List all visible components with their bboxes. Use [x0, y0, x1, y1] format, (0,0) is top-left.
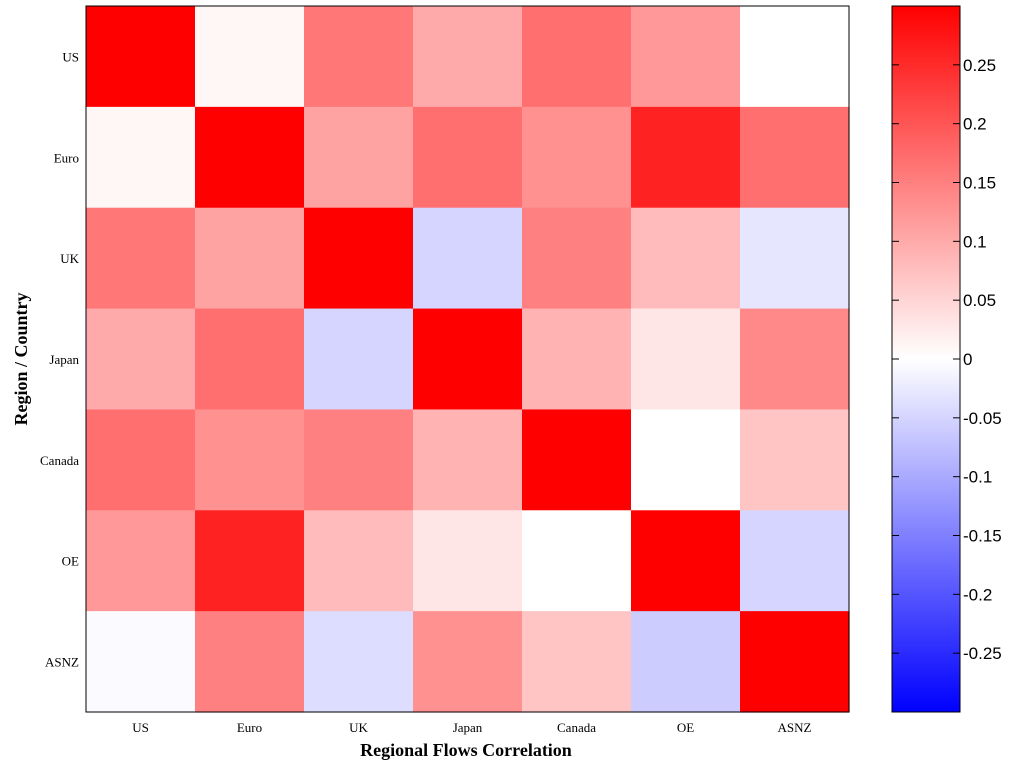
colorbar-tick-label: -0.25: [963, 644, 1002, 663]
heatmap-cell-oe-euro: [195, 510, 305, 612]
heatmap-cell-us-oe: [631, 6, 741, 108]
y-tick-label: OE: [62, 554, 79, 569]
heatmap-cell-canada-euro: [195, 409, 305, 511]
heatmap-cell-us-uk: [304, 6, 414, 108]
heatmap-cell-euro-uk: [304, 106, 414, 209]
heatmap-cell-asnz-euro: [195, 611, 305, 713]
colorbar-tick-label: -0.05: [963, 409, 1002, 428]
colorbar-ticks: 0.25 0.2 0.15 0.1 0.05 0 -0.05 -0.1 -0.15 -0.2 -0.…: [892, 56, 1002, 663]
colorbar-tick-label: 0.1: [963, 232, 987, 251]
colorbar-tick-label: 0.15: [963, 174, 996, 193]
colorbar: [891, 5, 961, 713]
heatmap-cell-uk-uk: [304, 207, 414, 310]
y-tick-labels: US Euro UK Japan Canada OE ASNZ: [40, 49, 80, 669]
colorbar-tick-label: 0.05: [963, 291, 996, 310]
y-tick-label: UK: [60, 251, 79, 266]
colorbar-tick-label: 0: [963, 350, 972, 369]
heatmap-cell-us-us: [86, 6, 196, 108]
heatmap-cell-uk-oe: [631, 207, 741, 310]
heatmap-cell-canada-us: [86, 409, 196, 511]
x-tick-label: OE: [677, 720, 694, 735]
heatmap-cell-oe-uk: [304, 510, 414, 612]
heatmap-cell-us-japan: [413, 6, 523, 108]
heatmap-cell-uk-euro: [195, 207, 305, 310]
x-tick-label: UK: [349, 720, 368, 735]
heatmap-cell-euro-us: [86, 106, 196, 209]
heatmap-cell-oe-us: [86, 510, 196, 612]
x-axis-title: Regional Flows Correlation: [360, 740, 572, 760]
heatmap-cell-japan-asnz: [740, 308, 850, 411]
heatmap-cell-asnz-canada: [522, 611, 632, 713]
heatmap-cell-japan-euro: [195, 308, 305, 411]
heatmap-cell-uk-asnz: [740, 207, 850, 310]
y-axis-title: Region / Country: [11, 292, 31, 425]
colorbar-tick-label: -0.15: [963, 527, 1002, 546]
heatmap-cell-oe-oe: [631, 510, 741, 612]
heatmap-cell-asnz-oe: [631, 611, 741, 713]
heatmap-cell-oe-asnz: [740, 510, 850, 612]
heatmap-cell-uk-canada: [522, 207, 632, 310]
colorbar-tick-label: 0.25: [963, 56, 996, 75]
heatmap-cell-euro-canada: [522, 106, 632, 209]
plot-frame: [85, 5, 850, 713]
heatmap-cell-canada-canada: [522, 409, 632, 511]
x-tick-label: Japan: [453, 720, 483, 735]
heatmap-cell-us-euro: [195, 6, 305, 108]
heatmap-cell-asnz-uk: [304, 611, 414, 713]
heatmap-cell-us-asnz: [740, 6, 850, 108]
x-tick-label: Canada: [557, 720, 596, 735]
x-tick-labels: US Euro UK Japan Canada OE ASNZ: [132, 720, 811, 735]
heatmap-cell-japan-japan: [413, 308, 523, 411]
heatmap-cell-canada-uk: [304, 409, 414, 511]
heatmap-cell-canada-oe: [631, 409, 741, 511]
colorbar-tick-label: 0.2: [963, 115, 987, 134]
x-tick-label: ASNZ: [778, 720, 812, 735]
heatmap-cell-asnz-japan: [413, 611, 523, 713]
heatmap-cell-asnz-asnz: [740, 611, 850, 713]
y-tick-label: Canada: [40, 453, 79, 468]
heatmap-cell-canada-japan: [413, 409, 523, 511]
heatmap-cell-japan-canada: [522, 308, 632, 411]
heatmap-cell-japan-oe: [631, 308, 741, 411]
y-tick-label: ASNZ: [45, 655, 79, 670]
heatmap-cell-japan-us: [86, 308, 196, 411]
heatmap-cell-oe-japan: [413, 510, 523, 612]
y-tick-label: US: [62, 49, 79, 64]
y-tick-label: Japan: [49, 352, 79, 367]
heatmap-cells: [86, 6, 850, 713]
heatmap-cell-uk-japan: [413, 207, 523, 310]
heatmap-cell-canada-asnz: [740, 409, 850, 511]
colorbar-tick-label: -0.2: [963, 585, 992, 604]
colorbar-tick-label: -0.1: [963, 468, 992, 487]
heatmap-cell-euro-euro: [195, 106, 305, 209]
heatmap-cell-euro-japan: [413, 106, 523, 209]
heatmap-cell-us-canada: [522, 6, 632, 108]
heatmap-cell-uk-us: [86, 207, 196, 310]
heatmap-cell-oe-canada: [522, 510, 632, 612]
heatmap-cell-japan-uk: [304, 308, 414, 411]
heatmap-cell-euro-oe: [631, 106, 741, 209]
x-tick-label: US: [132, 720, 149, 735]
x-tick-label: Euro: [237, 720, 262, 735]
heatmap-cell-euro-asnz: [740, 106, 850, 209]
y-tick-label: Euro: [54, 150, 79, 165]
heatmap-cell-asnz-us: [86, 611, 196, 713]
